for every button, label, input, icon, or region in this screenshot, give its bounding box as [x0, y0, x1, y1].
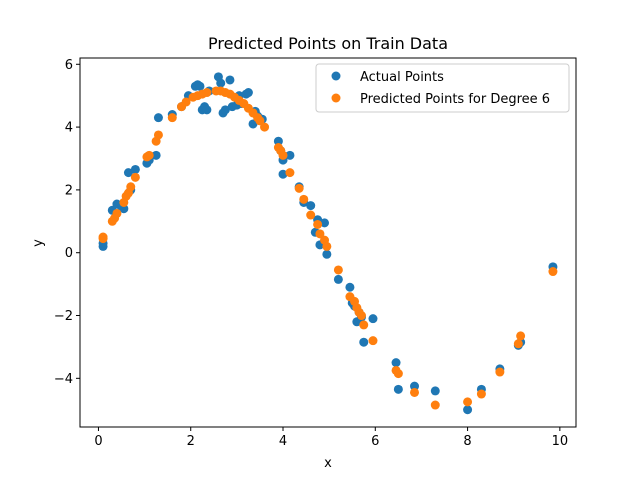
data-point-0-62 [410, 381, 420, 391]
data-point-1-16 [181, 97, 191, 107]
data-point-1-60 [516, 331, 526, 341]
data-point-0-24 [216, 78, 226, 88]
legend-marker-predicted [331, 93, 341, 103]
legend: Actual Points Predicted Points for Degre… [315, 63, 570, 113]
data-point-1-56 [463, 397, 473, 407]
x-tick-label-1: 2 [187, 434, 195, 449]
data-point-0-21 [202, 105, 212, 115]
data-point-0-41 [278, 169, 288, 179]
data-point-0-33 [243, 88, 253, 98]
x-tick-label-5: 10 [552, 434, 569, 449]
data-point-1-35 [278, 150, 288, 160]
legend-marker-actual [331, 71, 341, 81]
data-point-1-49 [356, 311, 366, 321]
data-point-1-59 [513, 339, 523, 349]
data-point-1-9 [130, 172, 140, 182]
x-axis-label: x [324, 456, 332, 471]
x-tick-label-2: 4 [279, 434, 287, 449]
data-point-1-55 [430, 400, 440, 410]
data-point-1-1 [98, 232, 108, 242]
data-point-0-58 [359, 337, 369, 347]
chart-title: Predicted Points on Train Data [208, 34, 448, 53]
data-point-0-11 [151, 150, 161, 160]
y-tick-label-2: 0 [65, 246, 73, 261]
data-point-1-57 [476, 389, 486, 399]
x-tick-label-4: 8 [463, 434, 471, 449]
data-point-1-32 [260, 122, 270, 132]
data-point-1-54 [410, 387, 420, 397]
data-point-0-63 [430, 386, 440, 396]
data-point-0-60 [391, 358, 401, 368]
data-point-0-12 [153, 113, 163, 123]
data-point-0-26 [220, 105, 230, 115]
data-point-0-8 [130, 164, 140, 174]
data-point-0-52 [345, 282, 355, 292]
data-point-0-18 [195, 81, 205, 91]
data-point-0-50 [322, 249, 332, 259]
data-point-1-8 [126, 182, 136, 192]
legend-label-actual: Actual Points [360, 70, 444, 85]
data-point-0-6 [123, 168, 133, 178]
data-point-1-20 [202, 88, 212, 98]
y-axis-label: y [31, 239, 46, 247]
data-point-0-42 [285, 150, 295, 160]
data-point-1-41 [315, 229, 325, 239]
data-point-1-44 [333, 265, 343, 275]
data-point-1-61 [548, 267, 558, 277]
data-point-0-49 [320, 218, 330, 228]
data-point-1-13 [153, 130, 163, 140]
y-tick-label-1: −2 [54, 309, 73, 324]
data-point-1-51 [368, 336, 378, 346]
legend-box [315, 63, 570, 113]
y-tick-label-4: 4 [65, 121, 73, 136]
points-layer [98, 72, 558, 415]
data-point-1-38 [299, 194, 309, 204]
data-point-0-51 [333, 274, 343, 284]
data-point-1-4 [112, 208, 122, 218]
data-point-1-50 [359, 320, 369, 330]
x-tick-label-0: 0 [94, 434, 102, 449]
data-point-1-37 [294, 183, 304, 193]
ticks-layer: 0 2 4 6 8 10 −4 −2 0 2 4 6 [54, 58, 568, 449]
x-tick-label-3: 6 [371, 434, 379, 449]
data-point-1-53 [393, 369, 403, 379]
axes-frame-group [79, 57, 577, 428]
data-point-1-40 [313, 219, 323, 229]
series-1 [98, 86, 558, 410]
data-point-1-11 [144, 150, 154, 160]
data-point-0-45 [306, 201, 316, 211]
data-point-0-61 [393, 384, 403, 394]
axes-frame [79, 57, 577, 428]
data-point-0-64 [463, 405, 473, 415]
data-point-0-5 [119, 204, 129, 214]
data-point-1-43 [322, 241, 332, 251]
data-point-0-27 [225, 75, 235, 85]
data-point-0-59 [368, 314, 378, 324]
data-point-1-39 [306, 210, 316, 220]
y-tick-label-0: −4 [54, 372, 73, 387]
data-point-1-14 [167, 113, 177, 123]
y-tick-label-3: 2 [65, 183, 73, 198]
data-point-0-34 [248, 119, 258, 129]
y-tick-label-5: 6 [65, 58, 73, 73]
data-point-1-58 [495, 367, 505, 377]
data-point-0-38 [273, 136, 283, 146]
data-point-1-31 [255, 116, 265, 126]
data-point-1-36 [285, 168, 295, 178]
legend-label-predicted: Predicted Points for Degree 6 [360, 92, 550, 107]
